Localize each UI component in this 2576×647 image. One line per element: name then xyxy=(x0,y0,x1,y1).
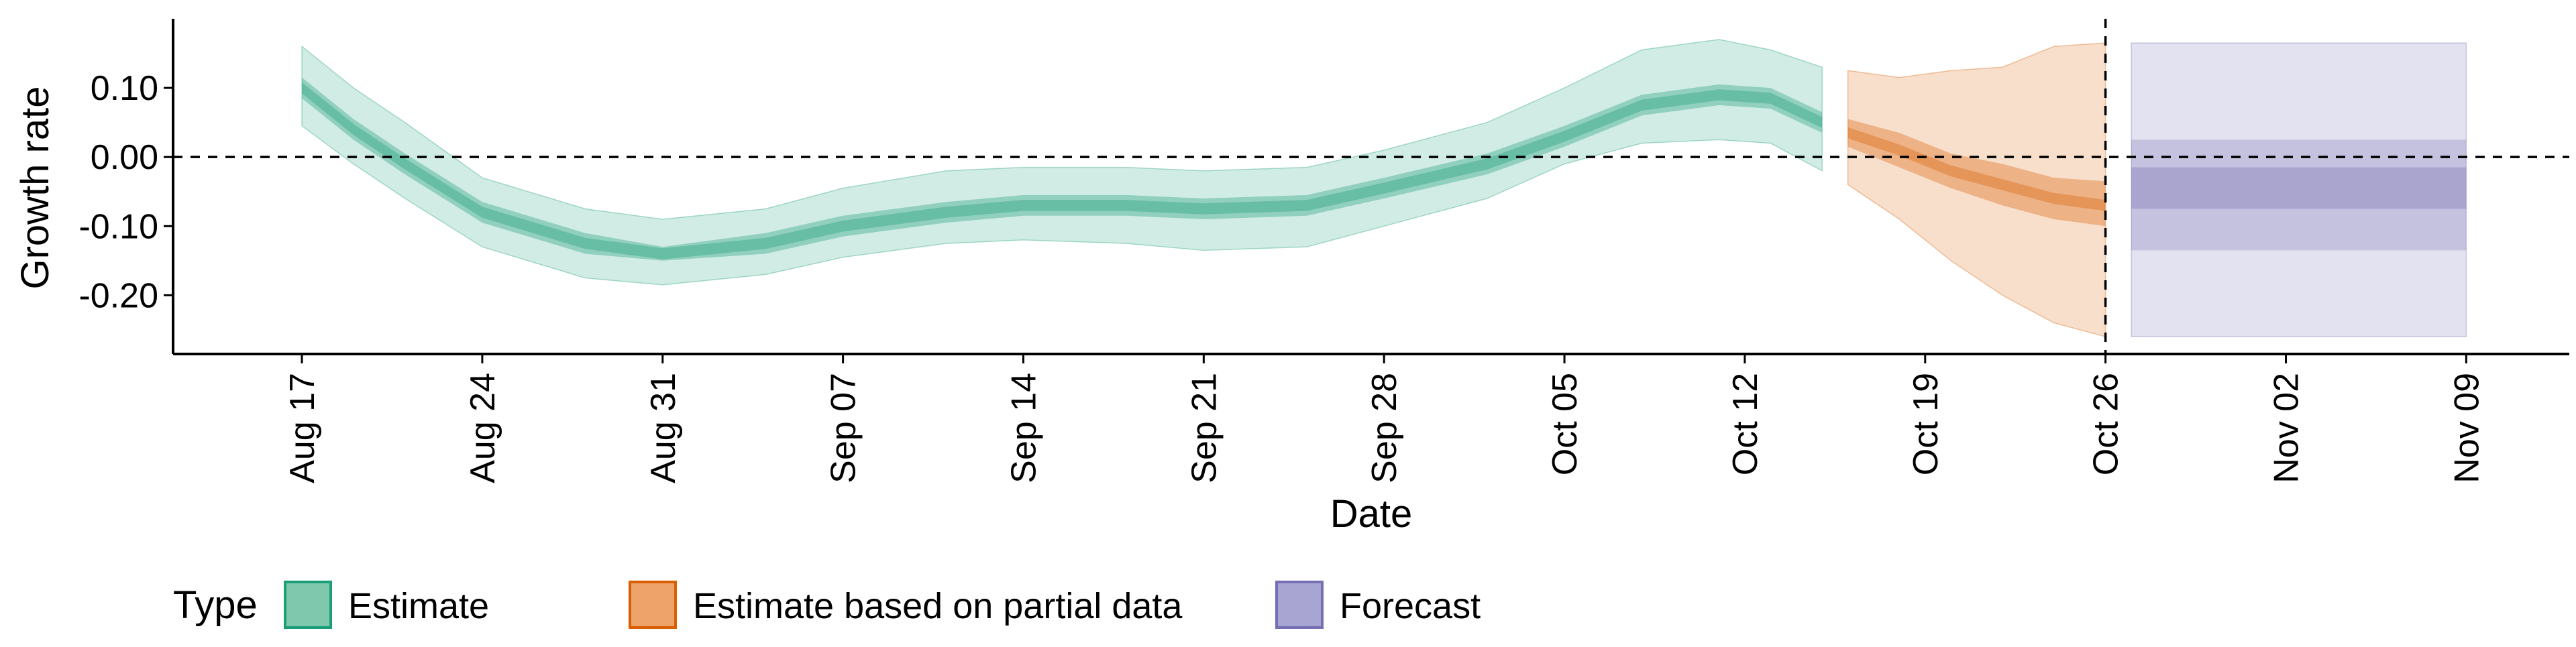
reference-lines xyxy=(173,19,2569,354)
x-tick-label: Aug 31 xyxy=(644,373,683,483)
x-tick-label: Aug 17 xyxy=(283,373,322,483)
x-tick-label: Oct 26 xyxy=(2087,373,2126,475)
estimate-based-on-partial-data-band-50 xyxy=(1847,119,2106,227)
axes-layer xyxy=(172,19,2569,355)
x-tick-label: Sep 21 xyxy=(1185,373,1224,483)
legend-key xyxy=(629,581,677,629)
estimate-band-50 xyxy=(302,77,1823,261)
y-ticks: 0.10 0.00 -0.10 -0.20 xyxy=(78,69,173,315)
y-tick-label: -0.10 xyxy=(78,207,158,246)
x-tick-label: Sep 14 xyxy=(1004,373,1043,483)
y-tick-label: 0.00 xyxy=(91,138,158,177)
bands-layer xyxy=(301,39,2467,338)
x-ticks: Aug 17 Aug 24 Aug 31 Sep 07 Sep 14 Sep 21 Sep … xyxy=(283,354,2486,483)
forecast-band-20 xyxy=(2131,139,2467,251)
x-tick-label: Oct 19 xyxy=(1907,373,1945,475)
x-axis-title: Date xyxy=(1330,492,1413,536)
estimate-median xyxy=(302,82,1823,259)
legend-key xyxy=(1275,581,1324,629)
y-tick-label: 0.10 xyxy=(91,69,158,108)
legend-label: Forecast xyxy=(1340,586,1481,626)
forecast-band-90 xyxy=(2131,42,2467,337)
forecast-band-50 xyxy=(2131,167,2467,209)
y-axis-title: Growth rate xyxy=(13,86,57,290)
x-tick-label: Sep 07 xyxy=(824,373,863,483)
estimate-band-90 xyxy=(301,39,1823,286)
x-tick-label: Nov 02 xyxy=(2267,373,2306,483)
legend: Type Estimate Estimate based on partial d… xyxy=(173,581,1481,629)
x-tick-label: Aug 24 xyxy=(464,373,502,483)
x-tick-label: Oct 12 xyxy=(1726,373,1765,475)
legend-label: Estimate based on partial data xyxy=(693,586,1183,626)
x-tick-label: Oct 05 xyxy=(1546,373,1585,475)
legend-key xyxy=(284,581,332,629)
y-tick-label: -0.20 xyxy=(78,276,158,315)
x-tick-label: Sep 28 xyxy=(1365,373,1404,483)
estimate-based-on-partial-data-median xyxy=(1847,127,2106,211)
legend-title: Type xyxy=(173,583,258,627)
x-tick-label: Nov 09 xyxy=(2447,373,2486,483)
legend-label: Estimate xyxy=(348,586,489,626)
